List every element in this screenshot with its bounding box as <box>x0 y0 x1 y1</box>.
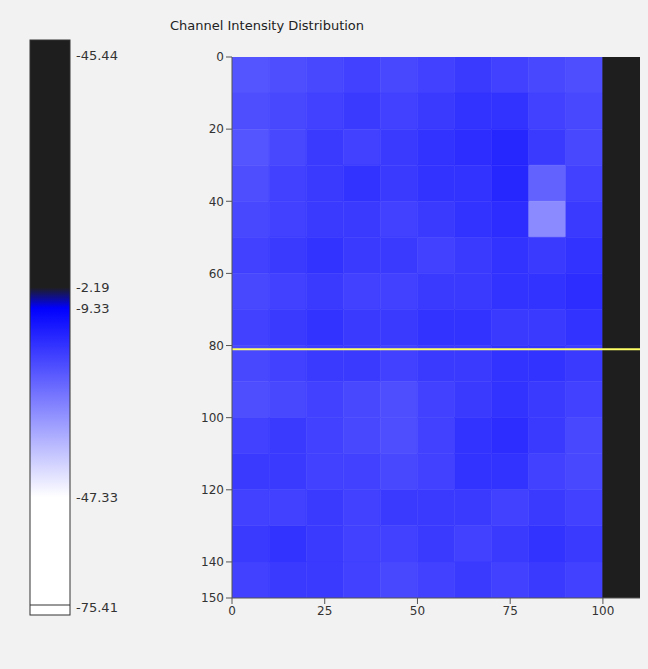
svg-text:75: 75 <box>503 604 518 618</box>
svg-text:80: 80 <box>209 339 224 353</box>
svg-text:25: 25 <box>317 604 332 618</box>
svg-text:100: 100 <box>201 411 224 425</box>
svg-text:50: 50 <box>410 604 425 618</box>
svg-text:-47.33: -47.33 <box>76 490 118 505</box>
svg-text:150: 150 <box>201 591 224 605</box>
svg-text:140: 140 <box>201 555 224 569</box>
svg-text:-75.41: -75.41 <box>76 600 118 615</box>
svg-text:-9.33: -9.33 <box>76 301 110 316</box>
svg-text:100: 100 <box>591 604 614 618</box>
svg-text:120: 120 <box>201 483 224 497</box>
svg-text:40: 40 <box>209 195 224 209</box>
html-text:Channel Intensity Distribution: Channel Intensity Distribution <box>170 18 365 33</box>
svg-text:20: 20 <box>209 122 224 136</box>
svg-text:-45.44: -45.44 <box>76 48 118 63</box>
svg-text:60: 60 <box>209 267 224 281</box>
svg-text:-2.19: -2.19 <box>76 280 110 295</box>
svg-text:0: 0 <box>216 50 224 64</box>
svg-text:0: 0 <box>228 604 236 618</box>
